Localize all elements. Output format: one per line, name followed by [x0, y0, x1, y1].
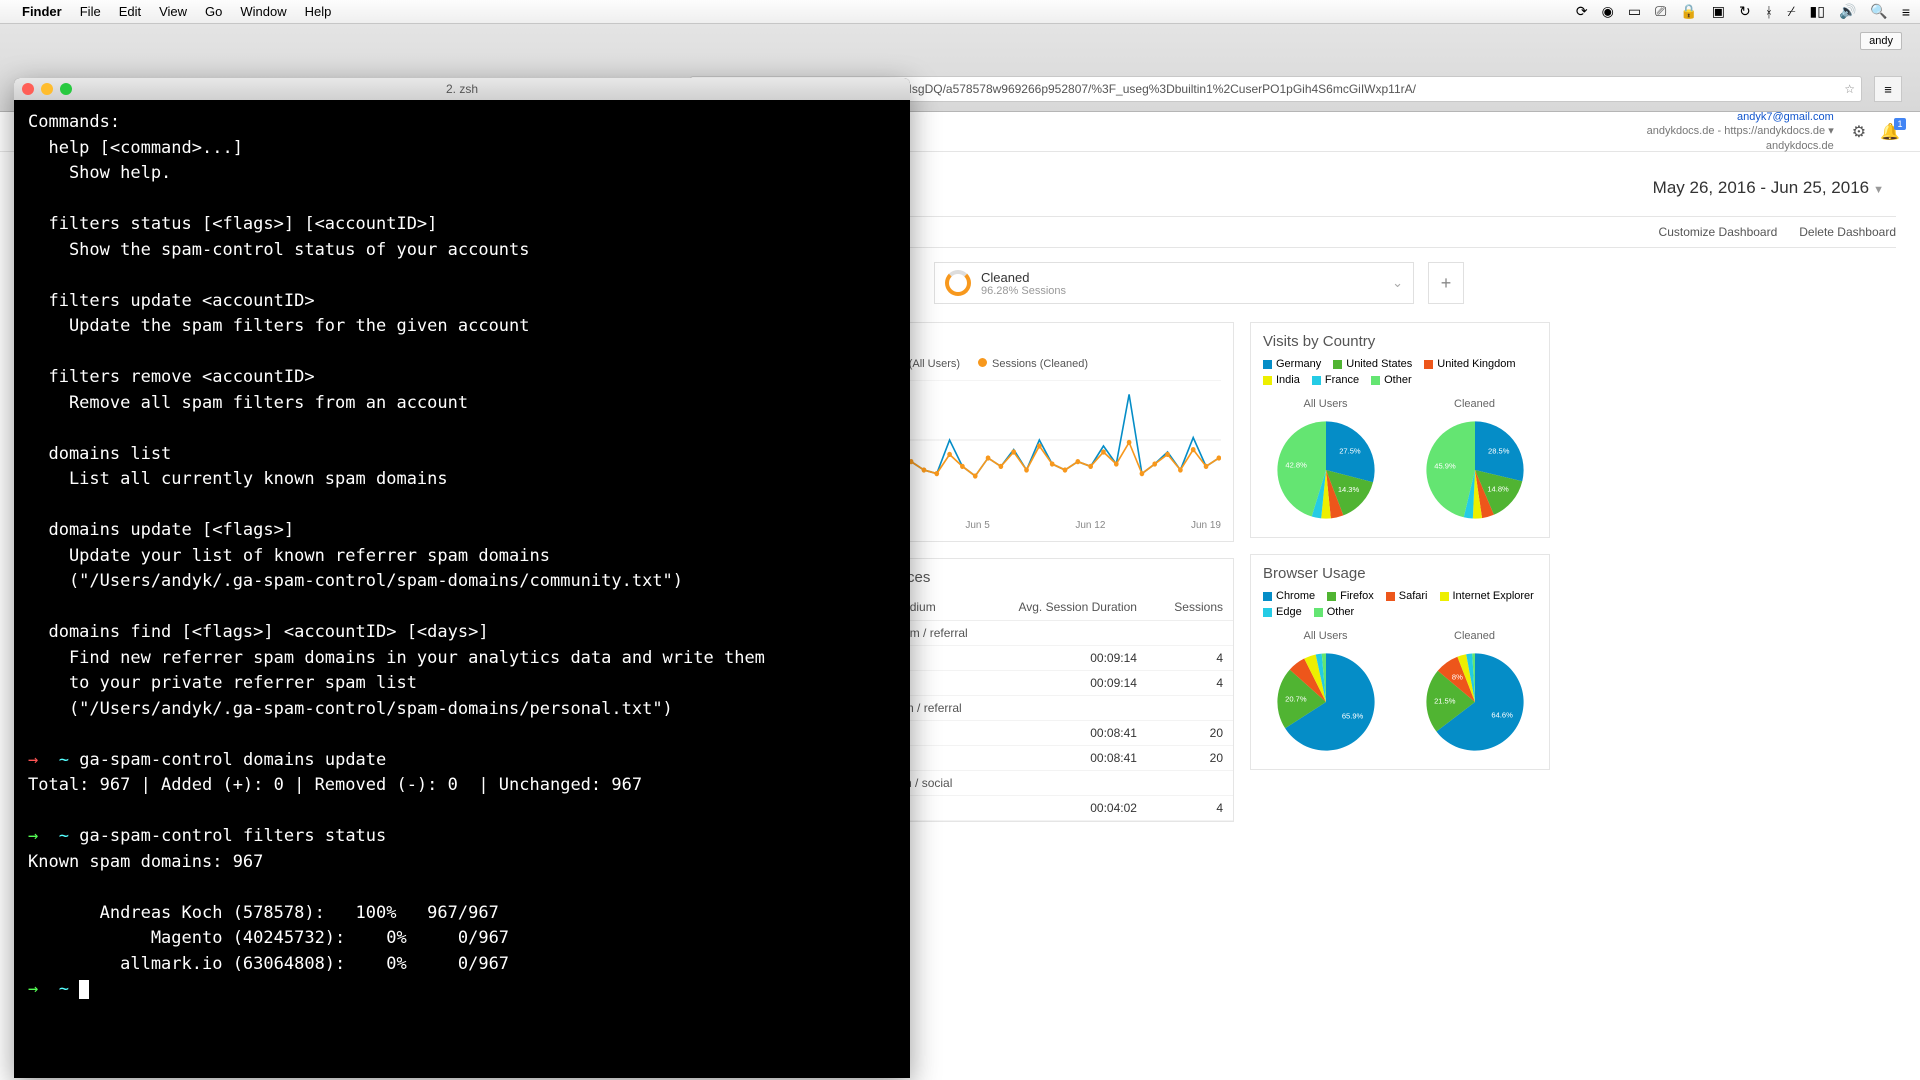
menu-icon[interactable]: ≡	[1902, 4, 1910, 20]
chevron-down-icon: ⌄	[1392, 275, 1403, 291]
volume-icon[interactable]: 🔊	[1839, 3, 1856, 20]
svg-text:45.9%: 45.9%	[1434, 461, 1456, 470]
visits-country-panel: Visits by Country GermanyUnited StatesUn…	[1250, 322, 1550, 538]
add-segment-button[interactable]: +	[1428, 262, 1464, 304]
status-icon[interactable]: ◉	[1602, 3, 1614, 20]
action-customize[interactable]: Customize Dashboard	[1659, 225, 1778, 239]
menu-help[interactable]: Help	[305, 4, 332, 19]
menu-file[interactable]: File	[80, 4, 101, 19]
menu-edit[interactable]: Edit	[119, 4, 141, 19]
menu-view[interactable]: View	[159, 4, 187, 19]
action-delete[interactable]: Delete Dashboard	[1799, 225, 1896, 239]
bookmark-icon[interactable]: ☆	[1844, 82, 1855, 96]
browser-usage-panel: Browser Usage ChromeFirefoxSafariInterne…	[1250, 554, 1550, 770]
menu-window[interactable]: Window	[240, 4, 286, 19]
wifi-icon[interactable]: ⌿	[1787, 3, 1795, 20]
svg-text:14.8%: 14.8%	[1487, 485, 1509, 494]
timemachine-icon[interactable]: ↻	[1739, 3, 1751, 20]
gear-icon[interactable]: ⚙	[1852, 122, 1866, 142]
svg-text:64.6%: 64.6%	[1491, 710, 1513, 719]
menu-go[interactable]: Go	[205, 4, 222, 19]
svg-text:8%: 8%	[1451, 672, 1462, 681]
browser-menu-icon[interactable]: ≡	[1874, 76, 1902, 102]
profile-badge[interactable]: andy	[1860, 32, 1902, 50]
ga-account-info: andyk7@gmail.com andykdocs.de - https://…	[1647, 110, 1834, 153]
lock-icon[interactable]: 🔒	[1680, 3, 1697, 20]
svg-text:28.5%: 28.5%	[1488, 446, 1510, 455]
svg-text:42.8%: 42.8%	[1285, 460, 1307, 469]
screen-icon[interactable]: ▣	[1712, 3, 1725, 20]
status-icon[interactable]: ⟳	[1576, 3, 1588, 20]
svg-text:27.5%: 27.5%	[1339, 447, 1361, 456]
terminal-title: 2. zsh	[14, 82, 910, 96]
spotlight-icon[interactable]: 🔍	[1870, 3, 1887, 20]
terminal-titlebar[interactable]: 2. zsh	[14, 78, 910, 100]
svg-text:65.9%: 65.9%	[1341, 711, 1363, 720]
segment-cleaned[interactable]: Cleaned 96.28% Sessions ⌄	[934, 262, 1414, 304]
donut-icon	[945, 270, 971, 296]
svg-text:14.3%: 14.3%	[1337, 485, 1359, 494]
bell-icon[interactable]: 🔔1	[1880, 122, 1900, 142]
macos-menubar: Finder File Edit View Go Window Help ⟳ ◉…	[0, 0, 1920, 24]
display-icon[interactable]: ⎚	[1655, 3, 1666, 20]
ga-email[interactable]: andyk7@gmail.com	[1647, 110, 1834, 124]
svg-text:20.7%: 20.7%	[1285, 695, 1307, 704]
terminal-window[interactable]: 2. zsh Commands: help [<command>...] Sho…	[14, 78, 910, 1078]
bluetooth-icon[interactable]: ᚼ	[1765, 4, 1773, 20]
svg-text:21.5%: 21.5%	[1434, 696, 1456, 705]
battery-icon[interactable]: ▮▯	[1810, 3, 1825, 20]
app-name[interactable]: Finder	[22, 4, 62, 19]
status-icon[interactable]: ▭	[1628, 3, 1641, 20]
terminal-body[interactable]: Commands: help [<command>...] Show help.…	[14, 100, 910, 1013]
